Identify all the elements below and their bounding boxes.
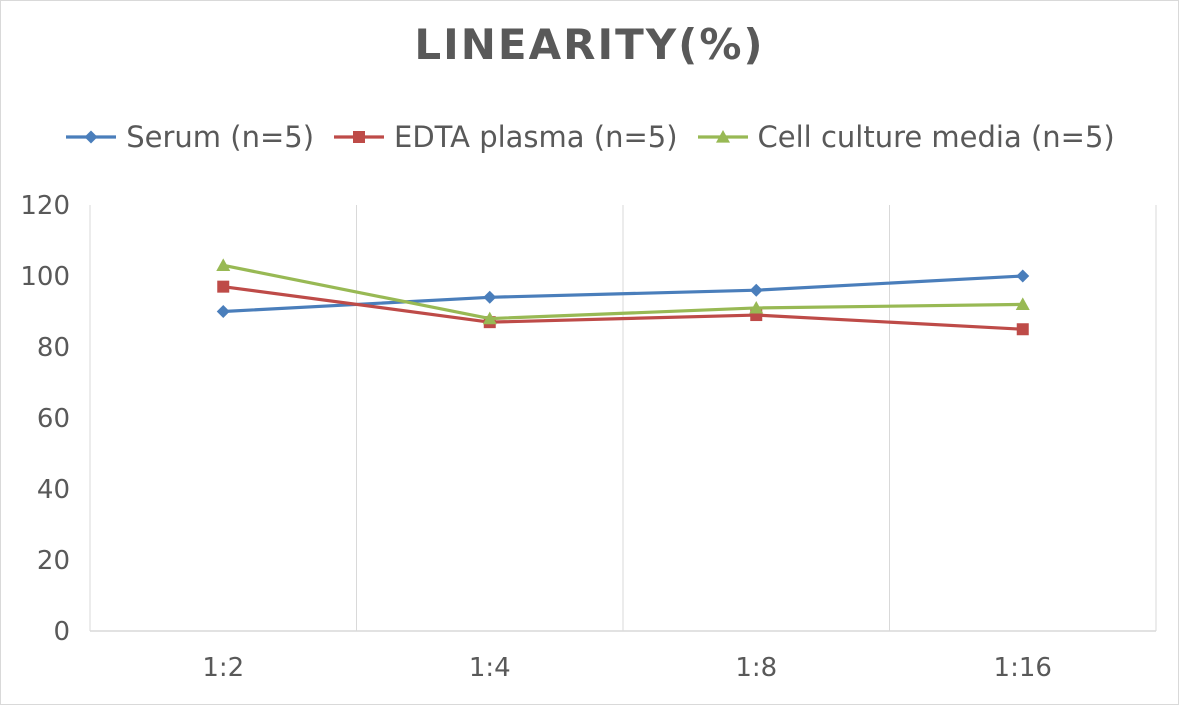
- legend-label: EDTA plasma (n=5): [394, 120, 678, 154]
- series-line-3: [222, 263, 1023, 321]
- data-point: [216, 258, 231, 271]
- y-tick-label: 100: [20, 262, 70, 292]
- legend-item: Serum (n=5): [64, 120, 314, 154]
- data-point: [1016, 269, 1030, 283]
- x-tick-label: 1:2: [202, 653, 244, 683]
- y-tick-label: 0: [53, 617, 70, 647]
- y-tick-label: 40: [37, 475, 70, 505]
- y-tick-label: 20: [37, 546, 70, 576]
- series-line-2: [223, 285, 1023, 331]
- legend-swatch: [66, 130, 117, 144]
- chart-title: LINEARITY(%): [414, 20, 765, 69]
- y-tick-label: 120: [20, 191, 70, 221]
- data-point: [216, 305, 230, 318]
- data-point: [482, 311, 497, 325]
- legend-marker: [84, 130, 98, 144]
- legend-label: Serum (n=5): [126, 120, 315, 154]
- x-tick-label: 1:4: [469, 653, 511, 683]
- legend: Serum (n=5) EDTA plasma (n=5) Cell culture…: [0, 120, 1179, 154]
- x-tick-label: 1:16: [994, 653, 1052, 683]
- y-tick-label: 80: [37, 333, 70, 363]
- data-point: [483, 290, 497, 304]
- legend-swatch: [334, 131, 385, 143]
- data-point: [217, 280, 230, 293]
- legend-marker: [353, 131, 366, 143]
- data-point: [749, 283, 763, 297]
- legend-item: EDTA plasma (n=5): [332, 120, 678, 154]
- legend-label: Cell culture media (n=5): [757, 120, 1115, 154]
- x-tick-label: 1:8: [735, 653, 777, 683]
- legend-item: Cell culture media (n=5): [696, 120, 1115, 154]
- data-point: [1015, 297, 1030, 310]
- y-tick-label: 60: [37, 404, 70, 434]
- data-point: [749, 300, 764, 314]
- legend-swatch: [697, 130, 748, 143]
- data-point: [1016, 323, 1029, 336]
- legend-marker: [715, 130, 730, 143]
